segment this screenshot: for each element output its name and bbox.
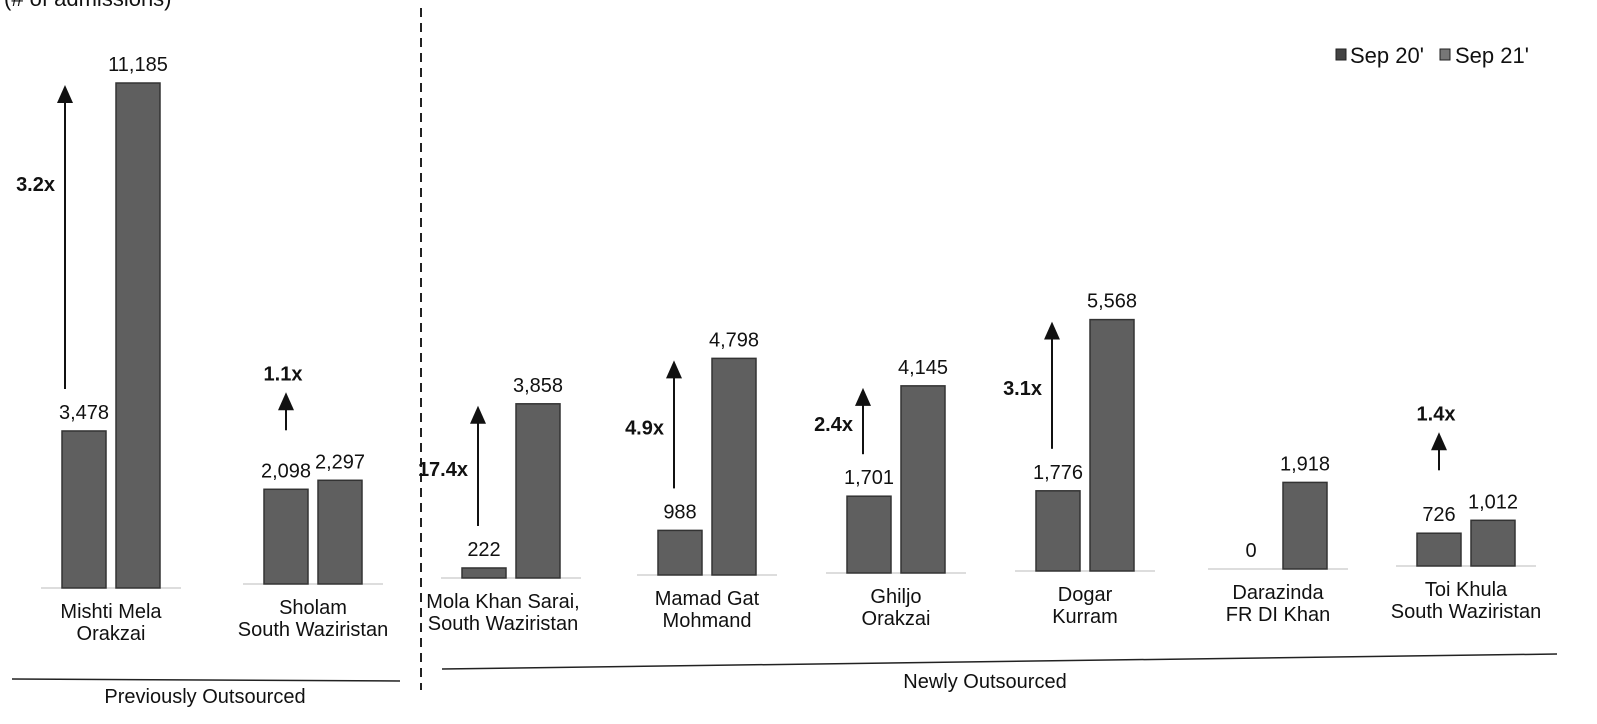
category-label-7-0: Toi Khula bbox=[1425, 579, 1508, 601]
category-label-3-0: Mamad Gat bbox=[655, 588, 760, 610]
value-label-sep20-2: 222 bbox=[467, 539, 500, 561]
legend-swatch-sep20 bbox=[1335, 48, 1347, 61]
bar-sep21-6 bbox=[1282, 481, 1328, 570]
value-label-sep20-7: 726 bbox=[1422, 504, 1455, 526]
bar-sep21-4 bbox=[900, 385, 946, 574]
value-label-sep21-1: 2,297 bbox=[315, 451, 365, 473]
category-label-2-1: South Waziristan bbox=[428, 613, 578, 635]
group-underline-previous bbox=[11, 678, 401, 682]
category-label-2-0: Mola Khan Sarai, bbox=[426, 591, 579, 613]
value-label-sep21-0: 11,185 bbox=[108, 54, 168, 76]
group-underline-newly bbox=[441, 653, 1558, 670]
category-label-6-0: Darazinda bbox=[1232, 582, 1324, 604]
legend: Sep 20' Sep 21' bbox=[1335, 43, 1529, 68]
bar-sep21-1 bbox=[317, 479, 363, 585]
multiplier-label-3: 4.9x bbox=[625, 417, 664, 439]
group-label-newly: Newly Outsourced bbox=[903, 671, 1066, 693]
value-label-sep20-1: 2,098 bbox=[261, 460, 311, 482]
value-label-sep21-6: 1,918 bbox=[1280, 453, 1330, 475]
value-label-sep20-5: 1,776 bbox=[1033, 462, 1083, 484]
bar-sep21-7 bbox=[1470, 519, 1516, 567]
category-label-0-0: Mishti Mela bbox=[60, 601, 162, 623]
bar-sep20-1 bbox=[263, 488, 309, 585]
group-label-previous: Previously Outsourced bbox=[104, 686, 305, 708]
category-label-7-1: South Waziristan bbox=[1391, 601, 1541, 623]
bar-sep20-2 bbox=[461, 567, 507, 579]
category-label-1-0: Sholam bbox=[279, 597, 347, 619]
category-label-6-1: FR DI Khan bbox=[1226, 604, 1330, 626]
value-label-sep21-4: 4,145 bbox=[898, 357, 948, 379]
category-label-1-1: South Waziristan bbox=[238, 619, 388, 641]
bar-sep20-0 bbox=[61, 430, 107, 589]
value-label-sep21-7: 1,012 bbox=[1468, 491, 1518, 513]
bar-sep21-5 bbox=[1089, 318, 1135, 572]
bar-sep20-4 bbox=[846, 495, 892, 574]
chart-title-partial: (# of admissions) bbox=[4, 0, 172, 11]
value-label-sep21-2: 3,858 bbox=[513, 375, 563, 397]
bar-sep21-0 bbox=[115, 82, 161, 589]
value-label-sep20-6: 0 bbox=[1245, 540, 1256, 562]
legend-swatch-sep21 bbox=[1439, 48, 1451, 61]
bar-sep20-5 bbox=[1035, 490, 1081, 572]
bar-sep21-3 bbox=[711, 357, 757, 576]
bar-sep20-7 bbox=[1416, 532, 1462, 567]
multiplier-label-4: 2.4x bbox=[814, 414, 853, 436]
multiplier-label-5: 3.1x bbox=[1003, 378, 1042, 400]
bar-sep20-3 bbox=[657, 529, 703, 576]
multiplier-label-1: 1.1x bbox=[264, 363, 303, 385]
category-label-0-1: Orakzai bbox=[77, 623, 146, 645]
category-label-4-0: Ghiljo bbox=[870, 586, 921, 608]
value-label-sep21-5: 5,568 bbox=[1087, 291, 1137, 313]
multiplier-label-2: 17.4x bbox=[418, 459, 468, 481]
category-label-3-1: Mohmand bbox=[663, 610, 752, 632]
value-label-sep21-3: 4,798 bbox=[709, 329, 759, 351]
category-label-5-0: Dogar bbox=[1058, 584, 1113, 606]
multiplier-label-0: 3.2x bbox=[16, 174, 55, 196]
multiplier-label-7: 1.4x bbox=[1417, 403, 1456, 425]
legend-label-sep20: Sep 20' bbox=[1350, 43, 1424, 68]
value-label-sep20-4: 1,701 bbox=[844, 467, 894, 489]
value-label-sep20-3: 988 bbox=[663, 501, 696, 523]
category-label-5-1: Kurram bbox=[1052, 606, 1118, 628]
value-label-sep20-0: 3,478 bbox=[59, 402, 109, 424]
legend-label-sep21: Sep 21' bbox=[1455, 43, 1529, 68]
category-label-4-1: Orakzai bbox=[862, 608, 931, 630]
bar-sep21-2 bbox=[515, 403, 561, 579]
